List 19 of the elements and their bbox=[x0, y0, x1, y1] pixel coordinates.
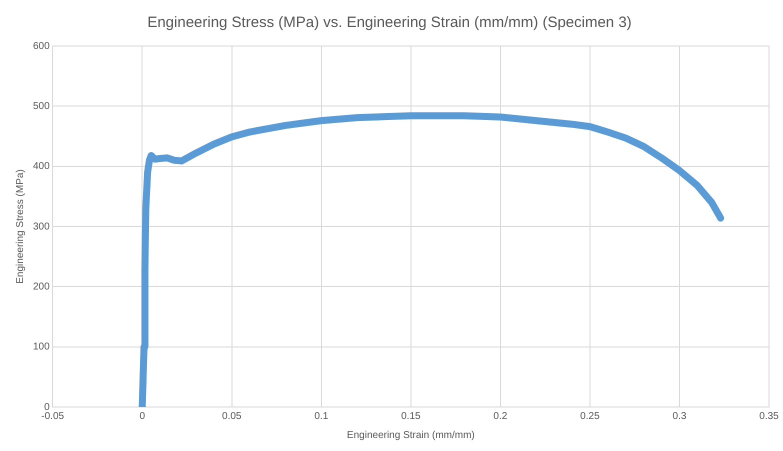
x-tick-label: 0.35 bbox=[759, 410, 780, 422]
x-tick-label: 0.2 bbox=[493, 410, 508, 422]
x-tick-label: 0 bbox=[139, 410, 146, 422]
chart-title: Engineering Stress (MPa) vs. Engineering Strain (mm/mm) (Specimen 3) bbox=[147, 14, 632, 32]
y-tick-label: 400 bbox=[32, 161, 50, 172]
y-tick-label: 300 bbox=[32, 221, 50, 232]
x-tick-label: 0.1 bbox=[314, 410, 329, 422]
y-tick-label: 0 bbox=[44, 402, 50, 413]
x-tick-label: -0.05 bbox=[41, 410, 65, 422]
x-tick-label: 0.25 bbox=[580, 410, 600, 422]
y-tick-label: 100 bbox=[32, 342, 50, 353]
y-tick-label: 600 bbox=[32, 40, 50, 52]
x-tick-label: 0.15 bbox=[401, 410, 422, 422]
y-tick-label: 200 bbox=[32, 281, 50, 292]
x-tick-label: 0.05 bbox=[222, 410, 242, 422]
y-axis-title: Engineering Stress (MPa) bbox=[14, 169, 26, 284]
x-tick-label: 0.3 bbox=[672, 410, 687, 422]
y-tick-label: 500 bbox=[32, 100, 50, 112]
x-axis-title: Engineering Strain (mm/mm) bbox=[346, 430, 475, 441]
